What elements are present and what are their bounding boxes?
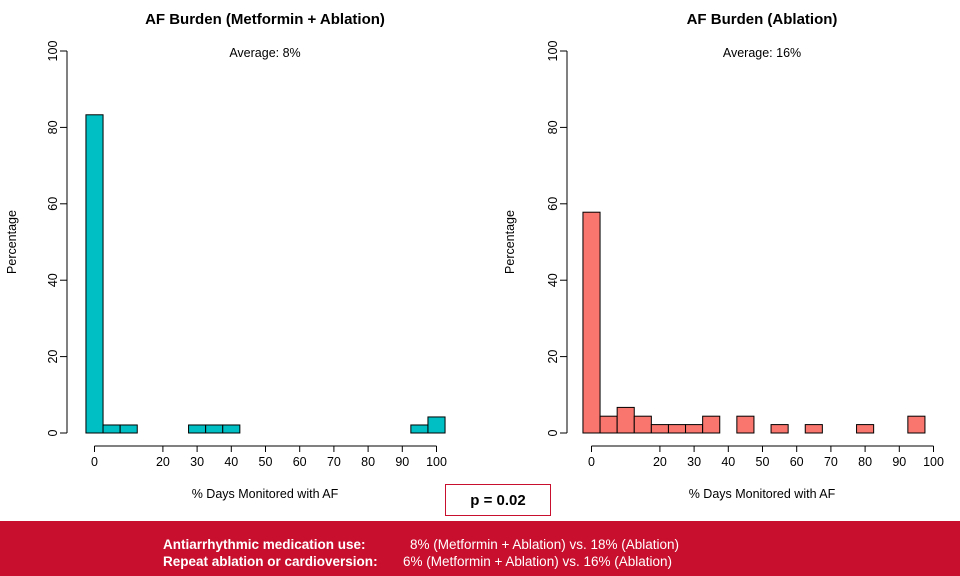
p-value-box: p = 0.02 <box>445 484 551 516</box>
chart-2-x-tick-label: 100 <box>923 455 944 469</box>
chart-1-y-tick-label: 20 <box>46 350 60 364</box>
chart-1-average-annotation: Average: 8% <box>229 46 300 60</box>
chart-1-y-tick-label: 60 <box>46 197 60 211</box>
chart-2-bar <box>616 406 635 434</box>
chart-2-bar <box>856 424 875 434</box>
chart-2-bar <box>633 415 652 434</box>
chart-1-bar <box>119 424 138 434</box>
chart-1-x-tick-label: 30 <box>190 455 204 469</box>
chart-figure: AF Burden (Metformin + Ablation) Average:… <box>5 11 944 501</box>
chart-1-y-axis-label: Percentage <box>5 210 19 274</box>
chart-1-bar <box>205 424 224 434</box>
chart-2-average-annotation: Average: 16% <box>723 46 801 60</box>
chart-1-y-tick-label: 80 <box>46 120 60 134</box>
chart-1-x-tick-label: 90 <box>395 455 409 469</box>
summary-value: 8% (Metformin + Ablation) vs. 18% (Ablat… <box>410 537 679 552</box>
chart-1-bar <box>85 114 104 434</box>
chart-1-bar <box>102 424 121 434</box>
chart-2-bar <box>736 415 755 434</box>
chart-1-x-tick-label: 80 <box>361 455 375 469</box>
chart-1-x-tick-label: 60 <box>293 455 307 469</box>
chart-2-bar <box>582 211 601 434</box>
chart-2-bar <box>702 415 721 434</box>
summary-label: Antiarrhythmic medication use <box>163 537 362 552</box>
chart-1-x-tick-label: 50 <box>259 455 273 469</box>
chart-2-x-tick-label: 60 <box>790 455 804 469</box>
chart-2-bar <box>599 415 618 434</box>
p-value-text: p = 0.02 <box>470 491 526 509</box>
chart-2-y-tick-label: 60 <box>546 197 560 211</box>
chart-2-bar <box>650 424 669 434</box>
chart-2-x-tick-label: 30 <box>687 455 701 469</box>
chart-2-y-tick-label: 20 <box>546 350 560 364</box>
chart-1-bar <box>188 424 207 434</box>
chart-2-title: AF Burden (Ablation) <box>687 11 838 28</box>
chart-2-bar <box>667 424 687 434</box>
summary-label: Repeat ablation or cardioversion <box>163 554 374 569</box>
chart-2-y-tick-label: 0 <box>546 429 560 436</box>
chart-2-bar <box>804 424 823 434</box>
chart-1-x-tick-label: 40 <box>224 455 238 469</box>
chart-1-x-tick-label: 0 <box>91 455 98 469</box>
chart-1-y-tick-label: 0 <box>46 429 60 436</box>
chart-2-y-tick-label: 80 <box>546 120 560 134</box>
chart-2-x-axis-label: % Days Monitored with AF <box>689 487 836 501</box>
summary-row-antiarrhythmic: Antiarrhythmic medication use: 8% (Metfo… <box>163 537 679 552</box>
summary-value: 6% (Metformin + Ablation) vs. 16% (Ablat… <box>403 554 672 569</box>
summary-row-repeat-ablation: Repeat ablation or cardioversion: 6% (Me… <box>163 554 672 569</box>
chart-1-x-tick-label: 100 <box>426 455 447 469</box>
chart-2-x-tick-label: 70 <box>824 455 838 469</box>
chart-2-x-tick-label: 0 <box>588 455 595 469</box>
chart-1-x-tick-label: 20 <box>156 455 170 469</box>
chart-2-bar <box>907 415 926 434</box>
chart-1-bar <box>222 424 241 434</box>
chart-2-x-tick-label: 50 <box>756 455 770 469</box>
chart-1-y-tick-label: 100 <box>46 41 60 62</box>
chart-1-title: AF Burden (Metformin + Ablation) <box>145 11 385 28</box>
chart-1-bar <box>427 416 446 434</box>
chart-2-y-axis-label: Percentage <box>503 210 517 274</box>
summary-banner: Antiarrhythmic medication use: 8% (Metfo… <box>0 521 960 576</box>
chart-2-y-tick-label: 100 <box>546 41 560 62</box>
chart-2-bar <box>685 424 704 434</box>
chart-1-x-axis-label: % Days Monitored with AF <box>192 487 339 501</box>
chart-1-y-tick-label: 40 <box>46 273 60 287</box>
chart-1-x-tick-label: 70 <box>327 455 341 469</box>
chart-2-bar <box>770 424 789 434</box>
chart-2-x-tick-label: 80 <box>858 455 872 469</box>
chart-2-x-tick-label: 40 <box>721 455 735 469</box>
chart-2-x-tick-label: 90 <box>892 455 906 469</box>
chart-2-x-tick-label: 20 <box>653 455 667 469</box>
chart-1-bar <box>410 424 429 434</box>
chart-2-y-tick-label: 40 <box>546 273 560 287</box>
